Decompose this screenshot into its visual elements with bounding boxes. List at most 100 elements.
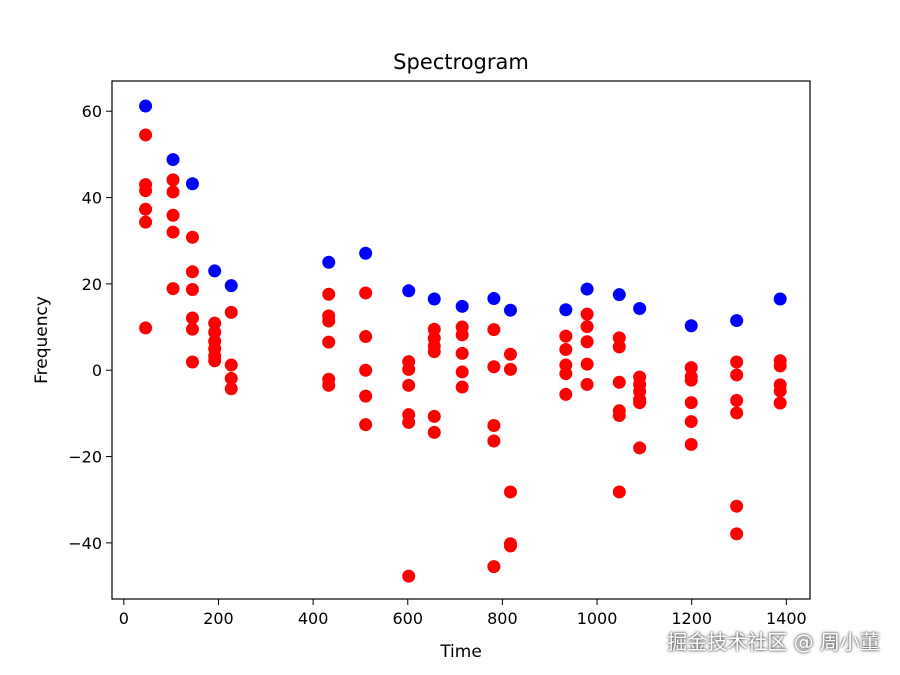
peak-point bbox=[185, 177, 199, 191]
data-point bbox=[322, 335, 336, 349]
data-point bbox=[730, 368, 744, 382]
data-point bbox=[185, 265, 199, 279]
data-point bbox=[224, 371, 238, 385]
watermark: 掘金技术社区 @ 周小董 bbox=[667, 630, 880, 654]
data-point bbox=[402, 378, 416, 392]
data-point bbox=[730, 393, 744, 407]
data-point bbox=[730, 527, 744, 541]
peak-point bbox=[612, 288, 626, 302]
data-point bbox=[684, 437, 698, 451]
x-tick-label: 200 bbox=[203, 609, 234, 628]
data-point bbox=[503, 539, 517, 553]
data-point bbox=[580, 335, 594, 349]
data-point bbox=[359, 418, 373, 432]
data-point bbox=[139, 128, 153, 142]
data-point bbox=[139, 321, 153, 335]
data-point bbox=[684, 373, 698, 387]
data-point bbox=[224, 358, 238, 372]
data-point bbox=[427, 409, 441, 423]
data-point bbox=[139, 184, 153, 198]
peak-point bbox=[224, 279, 238, 293]
data-point bbox=[684, 361, 698, 375]
peak-point bbox=[455, 299, 469, 313]
peak-point bbox=[773, 292, 787, 306]
data-point bbox=[730, 499, 744, 513]
data-point bbox=[427, 425, 441, 439]
data-point bbox=[166, 208, 180, 222]
data-point bbox=[559, 367, 573, 381]
x-tick-label: 400 bbox=[298, 609, 329, 628]
data-point bbox=[503, 362, 517, 376]
data-point bbox=[166, 173, 180, 187]
data-point bbox=[427, 322, 441, 336]
data-point bbox=[359, 363, 373, 377]
peak-point bbox=[503, 303, 517, 317]
data-point bbox=[185, 355, 199, 369]
data-point bbox=[359, 330, 373, 344]
data-point bbox=[580, 377, 594, 391]
data-point bbox=[139, 215, 153, 229]
data-point bbox=[730, 406, 744, 420]
peak-point bbox=[730, 314, 744, 328]
data-point bbox=[503, 347, 517, 361]
data-point bbox=[166, 282, 180, 296]
data-point bbox=[684, 396, 698, 410]
peak-point bbox=[633, 301, 647, 315]
data-point bbox=[455, 328, 469, 342]
data-point bbox=[455, 365, 469, 379]
x-tick-label: 1000 bbox=[577, 609, 618, 628]
data-point bbox=[359, 286, 373, 300]
x-tick-label: 600 bbox=[392, 609, 423, 628]
x-tick-label: 1200 bbox=[671, 609, 712, 628]
data-point bbox=[185, 230, 199, 244]
data-point bbox=[322, 314, 336, 328]
data-point bbox=[612, 331, 626, 345]
data-point bbox=[166, 225, 180, 239]
data-point bbox=[224, 382, 238, 396]
data-point bbox=[487, 360, 501, 374]
data-point bbox=[487, 323, 501, 337]
data-point bbox=[684, 415, 698, 429]
peak-point bbox=[402, 284, 416, 298]
data-point bbox=[612, 340, 626, 354]
data-point bbox=[185, 282, 199, 296]
peak-point bbox=[359, 246, 373, 260]
data-point bbox=[166, 185, 180, 199]
x-axis: 0 200 400 600 800 1000 1200 1400 bbox=[119, 599, 807, 628]
data-point bbox=[580, 320, 594, 334]
data-point bbox=[402, 415, 416, 429]
peak-point bbox=[322, 255, 336, 269]
data-point bbox=[322, 287, 336, 301]
peak-point bbox=[427, 292, 441, 306]
data-point bbox=[612, 485, 626, 499]
data-point bbox=[487, 560, 501, 574]
data-point bbox=[633, 396, 647, 410]
peak-point bbox=[208, 264, 222, 278]
data-point bbox=[208, 354, 222, 368]
y-axis-label: Frequency bbox=[32, 296, 52, 384]
data-point bbox=[503, 485, 517, 499]
data-point bbox=[455, 346, 469, 360]
data-point bbox=[185, 311, 199, 325]
peak-point bbox=[684, 319, 698, 333]
data-point bbox=[633, 441, 647, 455]
data-point bbox=[580, 307, 594, 321]
peak-point bbox=[487, 292, 501, 306]
data-point bbox=[402, 362, 416, 376]
x-axis-label: Time bbox=[439, 642, 482, 662]
y-tick-label: 20 bbox=[82, 275, 102, 294]
data-point bbox=[185, 322, 199, 336]
y-axis: −40 −20 0 20 40 60 bbox=[68, 102, 112, 553]
data-point bbox=[580, 357, 594, 371]
y-tick-label: −40 bbox=[68, 534, 102, 553]
peak-point bbox=[139, 99, 153, 113]
data-point bbox=[208, 316, 222, 330]
data-point bbox=[559, 387, 573, 401]
y-tick-label: 40 bbox=[82, 189, 102, 208]
data-point bbox=[730, 355, 744, 369]
y-tick-label: 0 bbox=[92, 361, 102, 380]
peak-point bbox=[580, 282, 594, 296]
data-point bbox=[612, 375, 626, 389]
y-tick-label: −20 bbox=[68, 448, 102, 467]
